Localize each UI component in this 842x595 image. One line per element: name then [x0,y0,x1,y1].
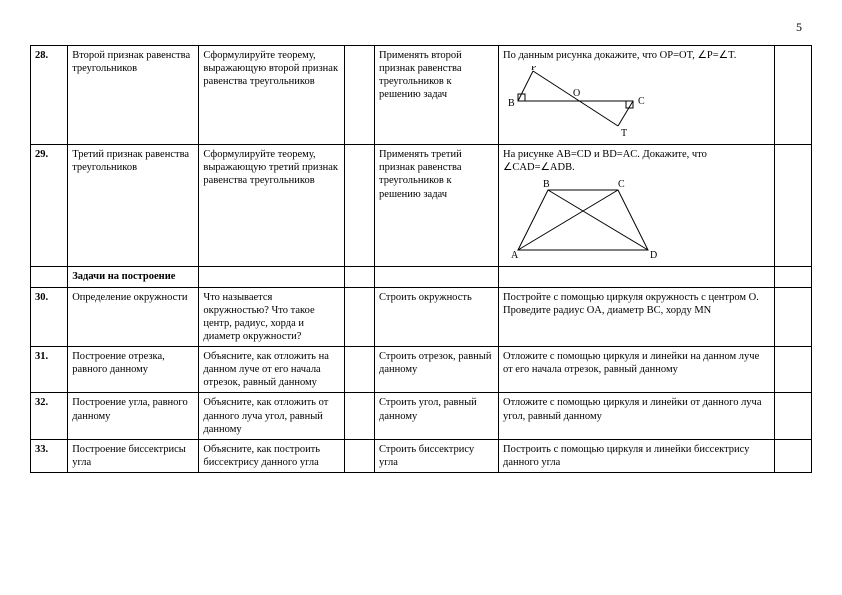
cell-empty [345,439,375,472]
cell-topic: Третий признак равенства треугольников [68,145,199,267]
diagram-tri1: P B O C T [503,66,653,141]
cell-skill [375,267,499,287]
cell-q: Что называется окружностью? Что такое це… [199,287,345,347]
cell-topic: Задачи на построение [68,267,199,287]
cell-num: 29. [31,145,68,267]
svg-text:C: C [638,96,645,107]
cell-task: Построить с помощью циркуля и линейки би… [498,439,774,472]
cell-skill: Строить отрезок, равный данному [375,347,499,393]
cell-num: 30. [31,287,68,347]
cell-task [498,267,774,287]
cell-q: Объясните, как отложить от данного луча … [199,393,345,439]
cell-skill: Строить угол, равный данному [375,393,499,439]
cell-num [31,267,68,287]
svg-text:T: T [621,128,627,139]
cell-empty [345,287,375,347]
cell-topic: Построение биссектрисы угла [68,439,199,472]
svg-text:C: C [618,179,625,190]
cell-last [774,145,811,267]
svg-text:D: D [650,250,657,261]
svg-text:B: B [543,179,550,190]
page-number: 5 [30,20,812,35]
cell-last [774,46,811,145]
content-table: 28. Второй признак равенства треугольник… [30,45,812,473]
svg-text:B: B [508,98,515,109]
cell-skill: Строить биссектрису угла [375,439,499,472]
cell-q: Сформулируйте теорему, выражающую третий… [199,145,345,267]
cell-task: Отложите с помощью циркуля и линейки от … [498,393,774,439]
cell-num: 31. [31,347,68,393]
cell-skill: Применять второй признак равенства треуг… [375,46,499,145]
cell-task: Постройте с помощью циркуля окружность с… [498,287,774,347]
diagram-quad: A B C D [503,178,663,263]
cell-empty [345,46,375,145]
svg-text:A: A [511,250,519,261]
cell-skill: Строить окружность [375,287,499,347]
cell-num: 32. [31,393,68,439]
cell-last [774,393,811,439]
cell-last [774,267,811,287]
cell-topic: Определение окружности [68,287,199,347]
cell-topic: Построение отрезка, равного данному [68,347,199,393]
table-row: 30. Определение окружности Что называетс… [31,287,812,347]
cell-empty [345,145,375,267]
svg-text:P: P [531,66,537,73]
cell-empty [345,267,375,287]
cell-task: Отложите с помощью циркуля и линейки на … [498,347,774,393]
table-row: Задачи на построение [31,267,812,287]
cell-skill: Применять третий признак равенства треуг… [375,145,499,267]
cell-last [774,439,811,472]
cell-last [774,287,811,347]
cell-last [774,347,811,393]
cell-topic: Второй признак равенства треугольников [68,46,199,145]
table-row: 32. Построение угла, равного данному Объ… [31,393,812,439]
cell-num: 28. [31,46,68,145]
cell-empty [345,393,375,439]
cell-topic: Построение угла, равного данному [68,393,199,439]
table-row: 29. Третий признак равенства треугольник… [31,145,812,267]
cell-task: На рисунке AB=CD и BD=AC. Докажите, что … [498,145,774,267]
table-row: 33. Построение биссектрисы угла Объяснит… [31,439,812,472]
cell-empty [345,347,375,393]
table-row: 31. Построение отрезка, равного данному … [31,347,812,393]
table-row: 28. Второй признак равенства треугольник… [31,46,812,145]
cell-q: Сформулируйте теорему, выражающую второй… [199,46,345,145]
cell-task: По данным рисунка докажите, что OP=OT, ∠… [498,46,774,145]
cell-q: Объясните, как отложить на данном луче о… [199,347,345,393]
svg-text:O: O [573,88,580,99]
cell-num: 33. [31,439,68,472]
cell-q [199,267,345,287]
cell-q: Объясните, как построить биссектрису дан… [199,439,345,472]
